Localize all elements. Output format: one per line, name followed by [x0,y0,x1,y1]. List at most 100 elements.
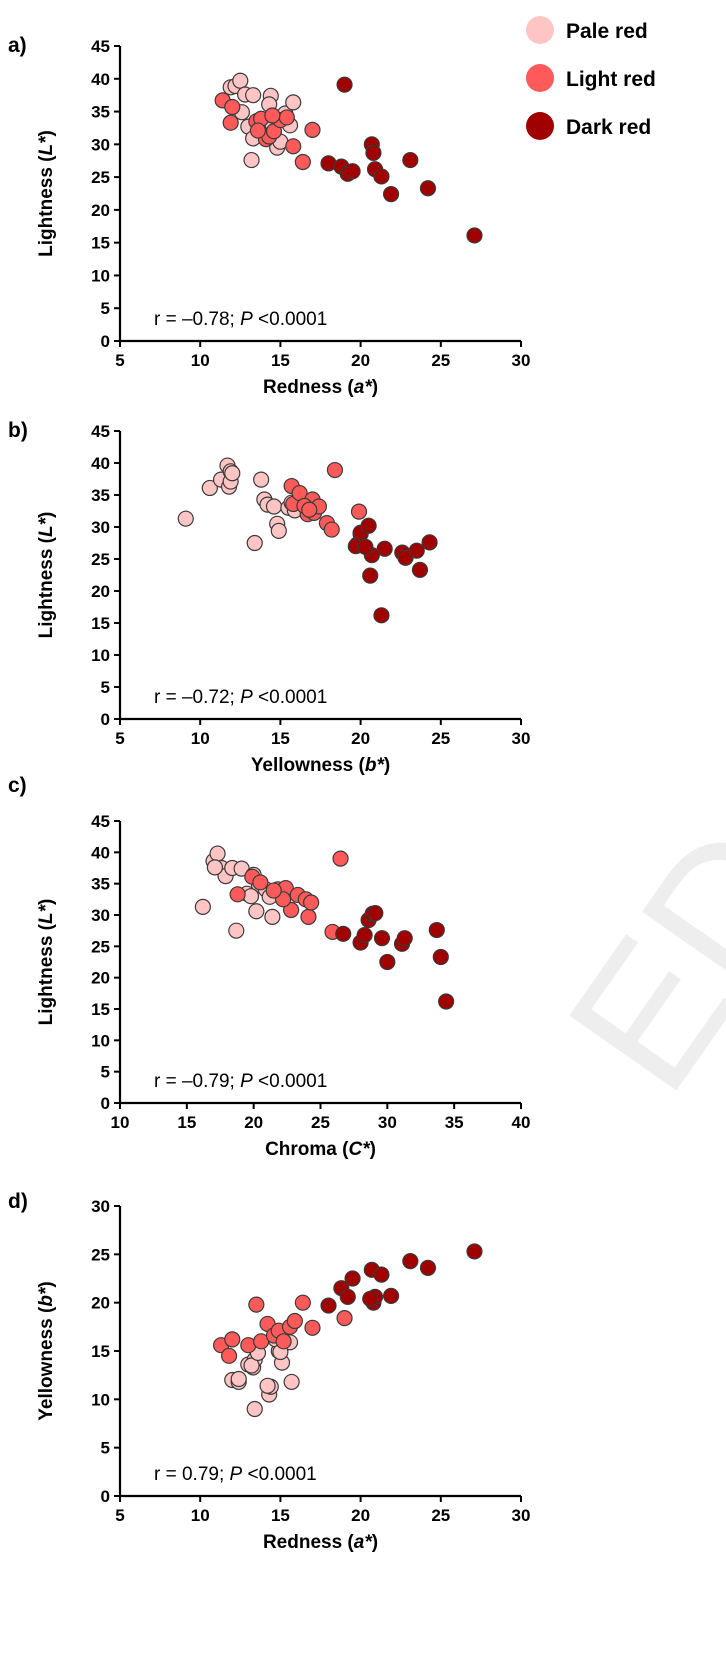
data-point [259,1377,276,1394]
x-tick-label: 15 [271,729,290,748]
data-point [379,953,396,971]
panel-label: d) [8,1190,28,1213]
data-point [373,168,390,185]
legend-marker [526,112,554,140]
data-point [365,144,382,161]
x-tick-label: 5 [115,351,124,370]
data-point [243,151,260,169]
panel-label: c) [8,774,27,797]
series-light-red [212,1294,353,1364]
data-point [264,908,281,925]
data-point [350,503,368,520]
x-tick-label: 10 [191,1506,210,1525]
data-point [360,517,377,534]
y-tick-label: 30 [91,1197,110,1216]
data-point [367,905,384,922]
x-tick-label: 25 [431,729,450,748]
x-tick-label: 10 [191,729,210,748]
watermark: ED MA [527,512,726,1127]
correlation-annotation: r = –0.79; P <0.0001 [154,1071,327,1092]
data-point [270,522,287,539]
data-point [286,1312,303,1330]
y-tick-label: 20 [91,969,110,988]
data-point [294,153,311,171]
y-tick-label: 20 [91,201,110,220]
y-tick-label: 25 [91,1245,110,1264]
data-point [344,163,361,180]
data-point [332,850,349,867]
data-point [282,901,300,919]
x-tick-label: 25 [431,1506,450,1525]
y-tick-label: 15 [91,614,110,633]
data-point [228,922,245,939]
y-tick-label: 10 [91,266,110,285]
y-tick-label: 15 [91,1342,110,1361]
data-point [283,1373,300,1391]
series-dark-red [320,76,483,244]
y-tick-label: 40 [91,454,110,473]
y-tick-label: 25 [91,550,110,569]
panel-label: b) [8,419,28,442]
correlation-annotation: r = 0.79; P <0.0001 [154,1464,317,1485]
series-light-red [229,850,349,941]
y-tick-label: 45 [91,37,110,56]
y-tick-label: 5 [101,1439,110,1458]
y-tick-label: 0 [101,710,110,729]
y-tick-label: 10 [91,1390,110,1409]
series-pale-red [222,72,302,169]
data-point [248,903,265,920]
data-point [326,461,344,479]
x-tick-label: 25 [311,1113,330,1132]
x-tick-label: 20 [351,351,370,370]
x-tick-label: 30 [512,351,531,370]
y-tick-label: 20 [91,582,110,601]
y-tick-label: 35 [91,875,110,894]
data-point [373,607,390,624]
data-point [265,498,283,515]
data-point [382,186,400,203]
data-point [421,534,438,551]
correlation-annotation: r = –0.78; P <0.0001 [154,309,327,330]
data-point [408,542,425,559]
y-axis-title: Yellowness (b*) [36,1281,57,1420]
data-point [336,1310,353,1327]
x-tick-label: 35 [445,1113,464,1132]
series-dark-red [347,517,438,624]
data-point [242,888,260,905]
x-tick-label: 15 [271,351,290,370]
y-tick-label: 45 [91,422,110,441]
legend-label: Pale red [566,20,648,43]
correlation-annotation: r = –0.72; P <0.0001 [154,687,327,708]
y-tick-label: 5 [101,1063,110,1082]
x-tick-label: 10 [191,351,210,370]
x-tick-label: 20 [244,1113,263,1132]
data-point [466,1243,483,1260]
x-tick-label: 30 [512,1506,531,1525]
data-point [373,930,391,947]
y-tick-label: 35 [91,103,110,122]
data-point [323,521,340,538]
y-tick-label: 0 [101,332,110,351]
legend-label: Light red [566,68,656,91]
y-tick-label: 0 [101,1094,110,1113]
y-tick-label: 25 [91,168,110,187]
data-point [300,908,317,925]
data-point [206,859,224,876]
x-tick-label: 15 [177,1113,196,1132]
data-point [303,894,320,911]
data-point [402,1252,419,1270]
series-dark-red [320,1243,483,1314]
legend-label: Dark red [566,116,651,139]
data-point [320,1297,337,1314]
y-tick-label: 45 [91,812,110,831]
x-axis-title: Redness (a*) [263,1532,378,1553]
data-point [246,534,263,552]
series-dark-red [335,905,455,1010]
data-point [294,1294,311,1311]
data-point [466,227,483,244]
data-point [265,882,282,899]
y-tick-label: 5 [101,678,110,697]
x-tick-label: 25 [431,351,450,370]
